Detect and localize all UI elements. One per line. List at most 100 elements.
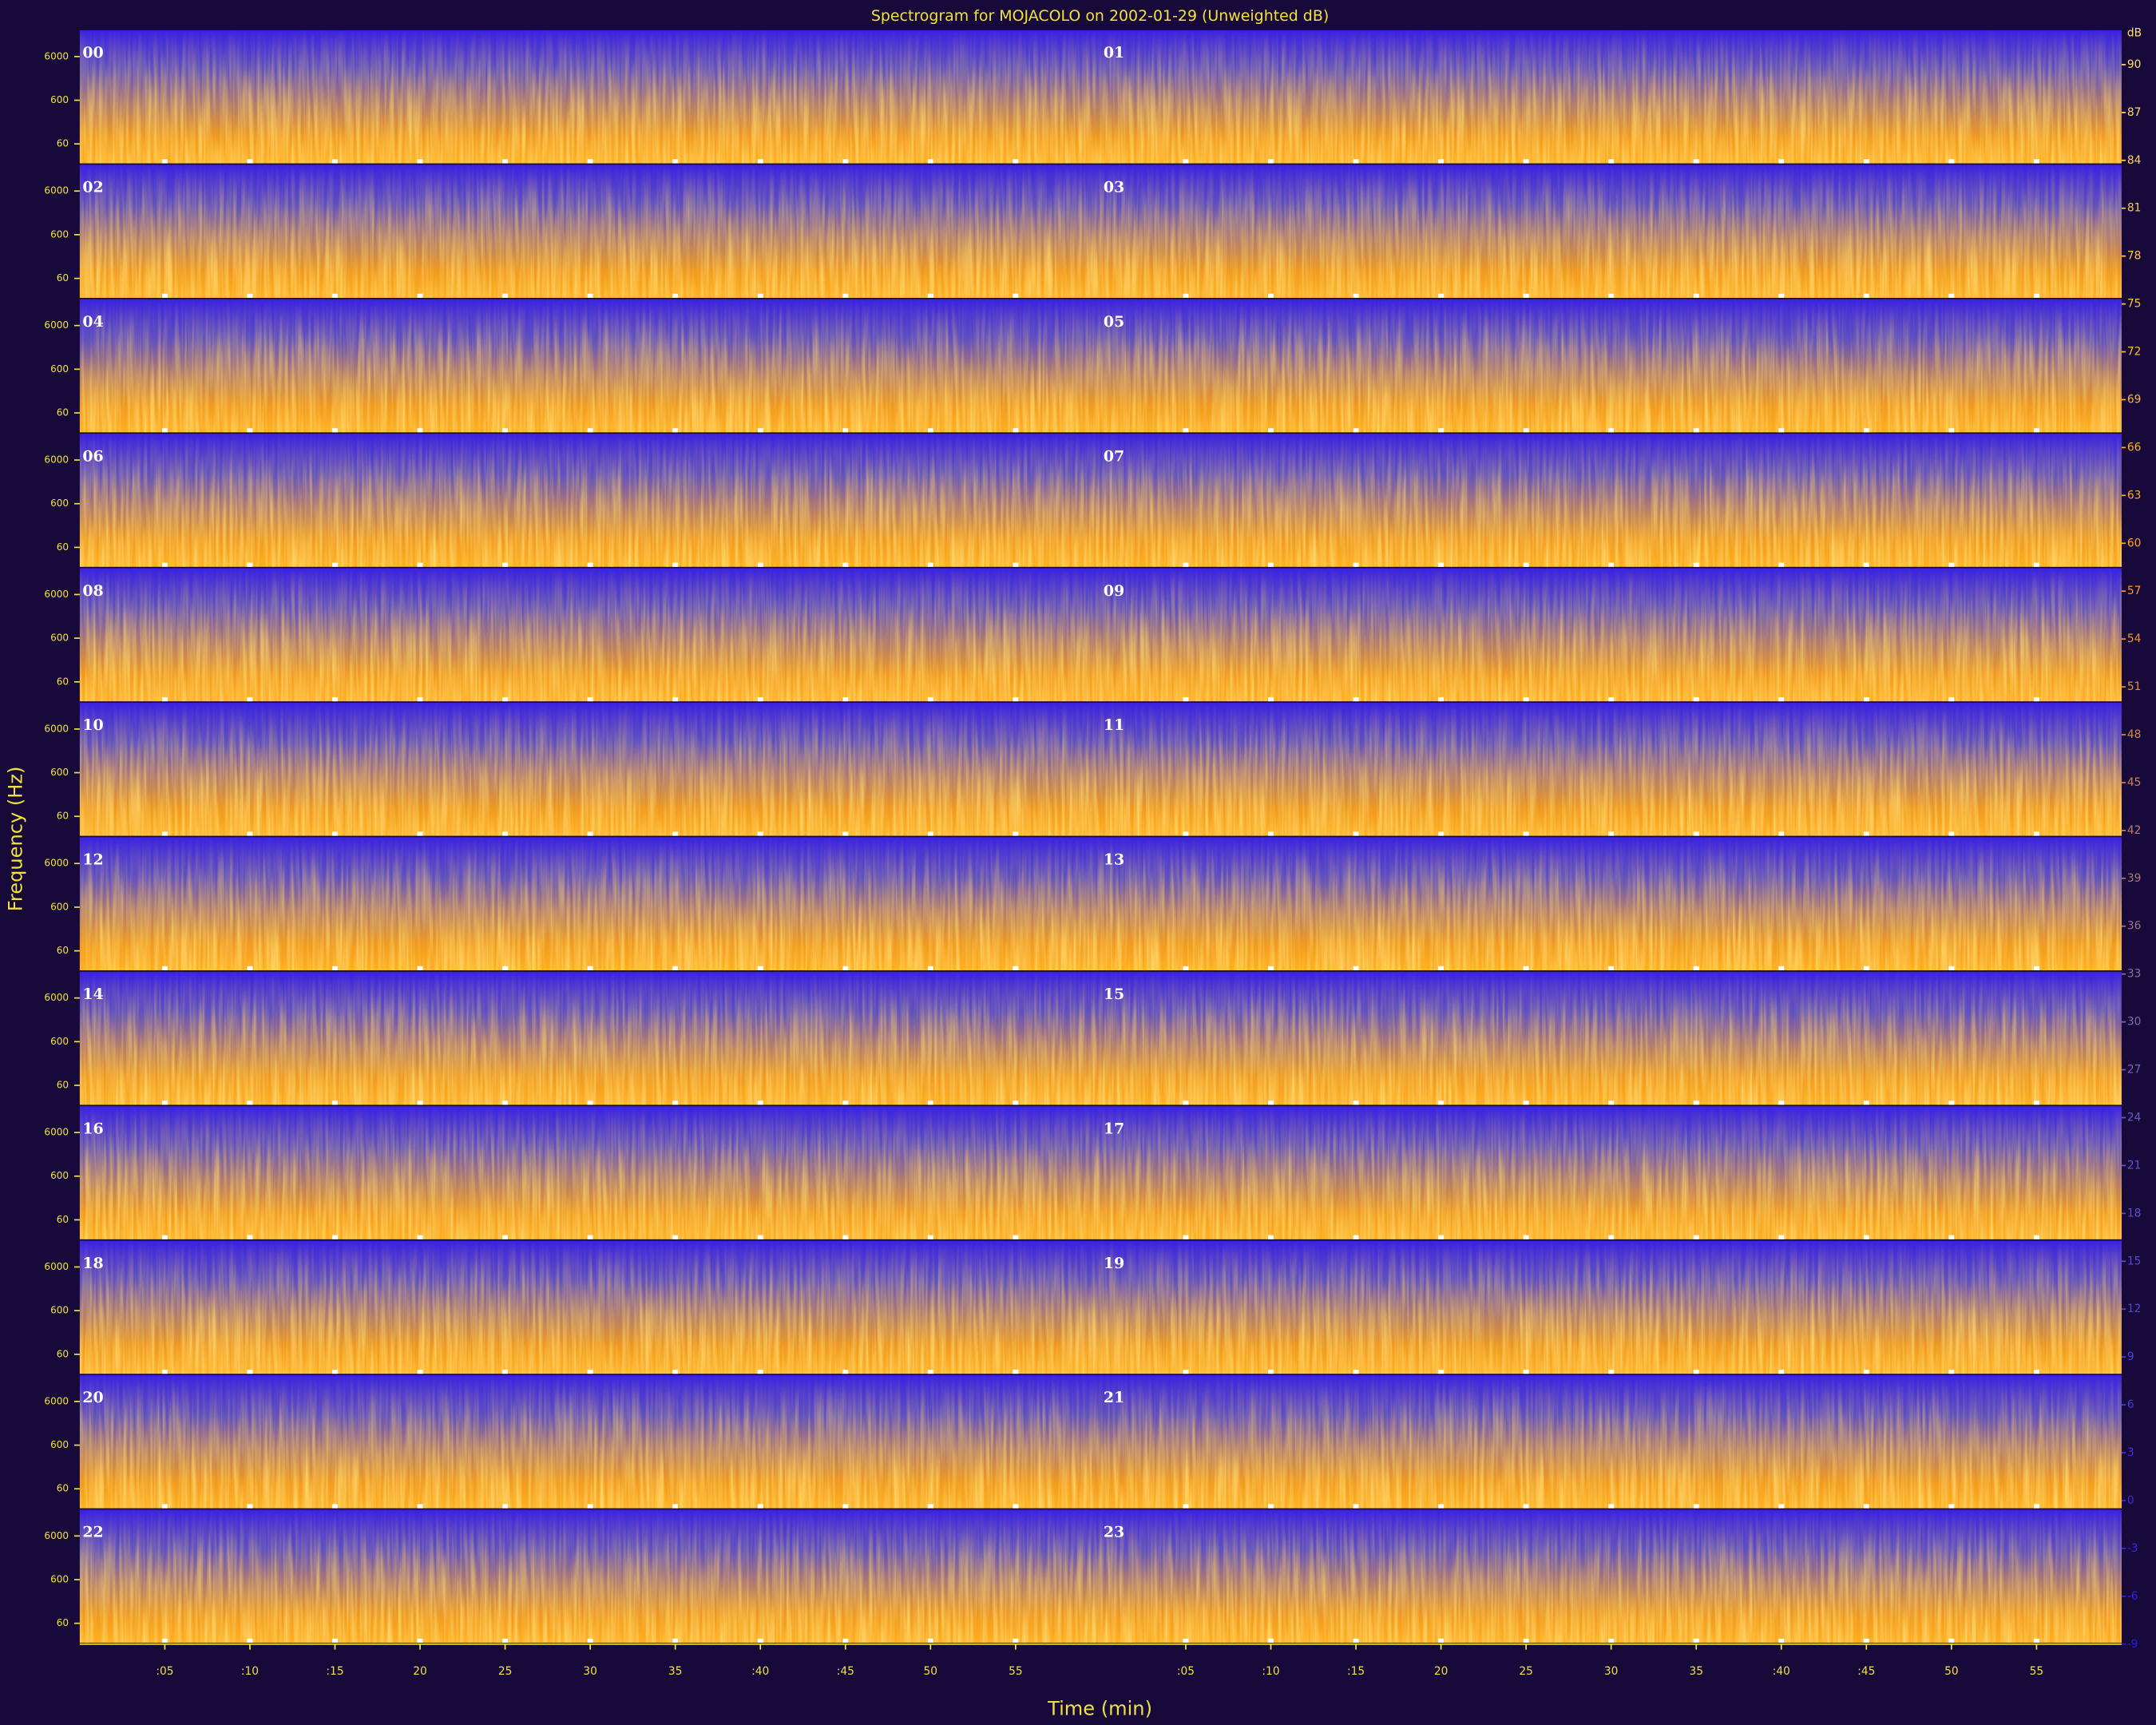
x-tick-mark xyxy=(332,1504,338,1509)
x-tick-mark xyxy=(1778,293,1785,298)
x-tick-mark xyxy=(417,293,423,298)
x-tick-mark xyxy=(842,428,849,433)
x-tick-mark xyxy=(1268,1100,1274,1105)
x-tick-label: 30 xyxy=(583,1665,597,1678)
x-tick-mark xyxy=(927,562,933,567)
x-tick-mark xyxy=(1183,831,1189,836)
x-tick-label: 55 xyxy=(1009,1665,1023,1678)
x-tick-mark xyxy=(1778,562,1785,567)
x-tick-mark xyxy=(1353,1638,1359,1644)
x-tick-mark xyxy=(1183,562,1189,567)
x-tick-mark xyxy=(1013,562,1019,567)
x-tick-mark xyxy=(1353,966,1359,970)
x-tick-mark xyxy=(1693,1370,1699,1374)
x-tick-mark xyxy=(1608,831,1615,836)
x-tick-mark xyxy=(1183,159,1189,164)
x-tick-mark xyxy=(2033,697,2039,702)
x-tick-mark xyxy=(842,293,849,298)
x-tick-mark xyxy=(1948,697,1955,702)
x-tick-mark xyxy=(1183,1100,1189,1105)
hour-label: 02 xyxy=(82,179,103,196)
x-tick-mark xyxy=(1268,831,1274,836)
x-tick-mark xyxy=(1863,159,1869,164)
x-tick-mark xyxy=(672,1370,679,1374)
x-tick-mark xyxy=(1693,697,1699,702)
x-tick-mark xyxy=(1523,293,1529,298)
x-tick-mark xyxy=(502,697,509,702)
x-tick-mark xyxy=(1438,1504,1445,1509)
x-tick-mark xyxy=(842,1235,849,1239)
x-tick-mark xyxy=(757,1235,763,1239)
x-tick-mark xyxy=(1353,831,1359,836)
colorbar-tick-label: 84 xyxy=(2127,154,2142,167)
x-tick-mark xyxy=(1013,1638,1019,1644)
y-tick-label: 60 xyxy=(57,1348,69,1359)
x-tick-label: 35 xyxy=(1689,1665,1703,1678)
x-tick-mark xyxy=(1268,697,1274,702)
hour-label: 13 xyxy=(1104,851,1124,869)
x-tick-mark xyxy=(332,1235,338,1239)
x-tick-mark xyxy=(247,831,253,836)
x-axis-label: Time (min) xyxy=(1047,1697,1152,1719)
x-tick-mark xyxy=(161,1370,168,1374)
x-tick-mark xyxy=(757,831,763,836)
x-tick-mark xyxy=(1353,293,1359,298)
x-tick-label: :15 xyxy=(326,1665,343,1678)
x-tick-mark xyxy=(842,831,849,836)
x-tick-mark xyxy=(2033,428,2039,433)
x-tick-mark xyxy=(1608,159,1615,164)
y-tick-label: 600 xyxy=(50,498,69,509)
x-tick-label: :10 xyxy=(241,1665,259,1678)
x-tick-mark xyxy=(842,966,849,970)
hour-label: 21 xyxy=(1104,1389,1124,1406)
x-tick-mark xyxy=(332,697,338,702)
x-tick-mark xyxy=(1863,562,1869,567)
x-tick-mark xyxy=(1523,159,1529,164)
x-tick-mark xyxy=(1778,1100,1785,1105)
x-tick-mark xyxy=(927,697,933,702)
x-tick-mark xyxy=(1438,1370,1445,1374)
x-tick-mark xyxy=(247,1504,253,1509)
hour-label: 05 xyxy=(1104,313,1124,331)
x-tick-mark xyxy=(672,1235,679,1239)
x-tick-mark xyxy=(1693,293,1699,298)
x-tick-mark xyxy=(247,697,253,702)
colorbar-tick-label: 36 xyxy=(2127,920,2142,933)
y-tick-label: 600 xyxy=(50,632,69,644)
colorbar-tick-label: -6 xyxy=(2127,1590,2138,1603)
x-tick-mark xyxy=(757,428,763,433)
x-tick-mark xyxy=(1013,428,1019,433)
x-tick-mark xyxy=(1353,1235,1359,1239)
x-tick-mark xyxy=(332,159,338,164)
y-tick-label: 600 xyxy=(50,1305,69,1316)
hour-label: 11 xyxy=(1104,716,1124,734)
x-tick-mark xyxy=(247,966,253,970)
x-tick-mark xyxy=(1778,159,1785,164)
x-tick-mark xyxy=(1438,1100,1445,1105)
x-tick-mark xyxy=(161,697,168,702)
spectrogram-texture xyxy=(79,1106,2122,1239)
x-tick-mark xyxy=(161,1100,168,1105)
x-tick-mark xyxy=(672,831,679,836)
x-tick-mark xyxy=(2033,831,2039,836)
x-tick-mark xyxy=(672,1504,679,1509)
colorbar-tick-label: 51 xyxy=(2127,680,2142,693)
colorbar-tick-label: 33 xyxy=(2127,968,2142,981)
y-tick-label: 600 xyxy=(50,1573,69,1584)
x-tick-mark xyxy=(927,1370,933,1374)
x-tick-mark xyxy=(1438,1235,1445,1239)
x-tick-mark xyxy=(587,1370,593,1374)
x-tick-mark xyxy=(1183,293,1189,298)
x-tick-mark xyxy=(1438,966,1445,970)
x-tick-mark xyxy=(1013,697,1019,702)
x-tick-mark xyxy=(587,159,593,164)
x-tick-mark xyxy=(1438,1638,1445,1644)
colorbar-tick-label: 3 xyxy=(2127,1446,2134,1459)
x-tick-mark xyxy=(757,1504,763,1509)
y-tick-label: 6000 xyxy=(44,992,69,1003)
y-tick-label: 600 xyxy=(50,94,69,105)
x-tick-mark xyxy=(1693,966,1699,970)
x-tick-mark xyxy=(1863,831,1869,836)
x-tick-mark xyxy=(1693,428,1699,433)
x-tick-mark xyxy=(1523,831,1529,836)
